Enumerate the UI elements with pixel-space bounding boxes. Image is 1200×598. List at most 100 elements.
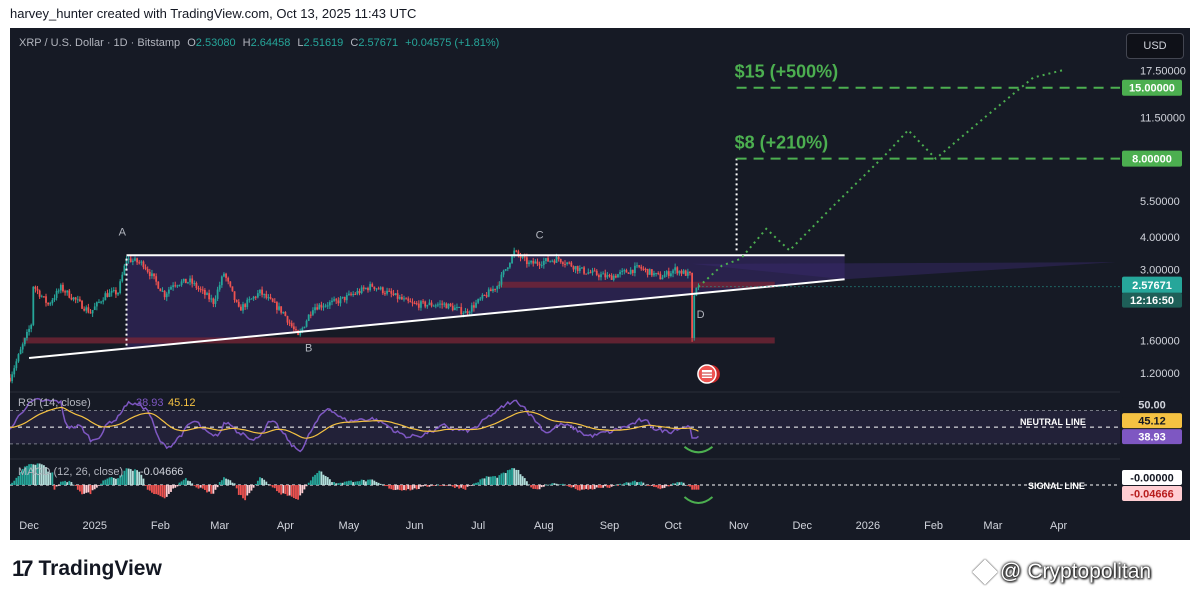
macd-histogram-bar <box>167 485 170 494</box>
time-tick-label: Sep <box>600 520 620 532</box>
candle-body <box>32 286 35 325</box>
candle-body <box>178 284 181 286</box>
macd-histogram-bar <box>354 481 357 485</box>
macd-histogram-bar <box>447 485 450 486</box>
candles <box>10 247 700 384</box>
candle-body <box>210 298 213 300</box>
candle-body <box>223 273 225 277</box>
candle-body <box>170 286 172 290</box>
candle-body <box>117 293 119 295</box>
macd-value-tag-box <box>1122 486 1182 501</box>
candle-body <box>530 260 533 263</box>
macd-histogram-bar <box>170 485 172 492</box>
macd-histogram-bar <box>348 480 350 485</box>
macd-histogram-bar <box>585 485 588 489</box>
rsi-value-tag-box <box>1122 429 1182 445</box>
macd-histogram-bar <box>280 485 283 495</box>
candle-body <box>17 354 20 362</box>
candle-body <box>693 295 696 338</box>
candle-body <box>405 298 408 300</box>
macd-histogram-bar <box>481 478 484 485</box>
candle-body <box>159 288 162 292</box>
macd-histogram-bar <box>322 474 325 485</box>
rsi-title: RSI (14, close) <box>18 397 91 409</box>
candle-body <box>286 316 289 323</box>
pattern-point-label: B <box>305 343 312 355</box>
candle-body <box>231 286 234 292</box>
candle-body <box>309 314 312 316</box>
candle-body <box>413 303 416 305</box>
candle-body <box>174 285 177 287</box>
candle-body <box>447 303 450 309</box>
macd-histogram-bar <box>225 478 227 485</box>
candle-body <box>602 273 605 275</box>
macd-histogram-bar <box>398 485 401 491</box>
macd-histogram-bar <box>134 469 136 485</box>
candle-body <box>593 270 596 272</box>
candle-body <box>320 304 323 308</box>
rsi-level-tag-text: 50.00 <box>1138 400 1166 412</box>
candle-body <box>394 293 397 295</box>
time-axis: Dec 2025 Feb Mar Apr May Jun Jul Aug Sep Oct Nov Dec… <box>19 520 1067 532</box>
candle-body <box>350 293 352 295</box>
candle-body <box>648 269 651 275</box>
candle-body <box>445 303 448 309</box>
macd-histogram-bar <box>650 485 653 486</box>
candle-body <box>659 273 662 280</box>
macd-histogram-bar <box>174 485 177 488</box>
candle-body <box>100 301 102 303</box>
macd-histogram-bar <box>400 485 403 491</box>
macd-histogram-bar <box>212 485 215 494</box>
macd-histogram-bar <box>98 485 100 486</box>
candle-body <box>303 326 306 329</box>
candle-body <box>189 278 191 283</box>
macd-histogram-bar <box>534 485 537 489</box>
macd-histogram-bar <box>254 483 257 485</box>
macd-histogram-bar <box>15 477 18 485</box>
candle-body <box>208 293 211 300</box>
currency-button[interactable]: USD <box>1126 33 1184 59</box>
pattern-point-label: C <box>536 229 544 241</box>
macd-histogram-bar <box>521 476 524 485</box>
candle-body <box>218 285 221 290</box>
candle-body <box>53 297 56 301</box>
candle-body <box>10 377 11 382</box>
macd-histogram-bar <box>405 485 408 491</box>
candle-body <box>676 267 679 274</box>
macd-histogram-bar <box>494 476 496 485</box>
macd-histogram-bar <box>288 485 291 496</box>
candle-body <box>528 262 530 265</box>
chart-frame[interactable]: 17.50000 11.50000 5.50000 4.00000 3.00000 1.6… <box>10 28 1190 540</box>
candle-body <box>665 271 668 275</box>
macd-histogram-bar <box>388 485 391 489</box>
candle-body <box>81 300 83 309</box>
macd-histogram-bar <box>28 464 30 485</box>
macd-histogram-bar <box>667 485 670 487</box>
candle-body <box>239 306 242 311</box>
macd-histogram-bar <box>316 473 319 485</box>
candle-body <box>513 250 516 256</box>
macd-histogram-bar <box>49 472 52 485</box>
macd-histogram-bar <box>542 485 545 487</box>
candle-body <box>193 283 196 285</box>
macd-histogram-bar <box>292 485 295 499</box>
candle-body <box>638 265 641 267</box>
candle-body <box>371 284 374 287</box>
macd-histogram-bar <box>570 485 573 488</box>
candle-body <box>377 288 380 290</box>
macd-histogram-bar <box>299 485 302 496</box>
macd-histogram-bar <box>66 482 69 485</box>
macd-histogram-bar <box>165 485 168 497</box>
watermark-at: @ <box>1000 560 1022 583</box>
price-chart[interactable]: 17.50000 11.50000 5.50000 4.00000 3.00000 1.6… <box>10 28 1190 540</box>
price-tick-label: 4.00000 <box>1140 232 1180 244</box>
candle-body <box>464 311 467 314</box>
macd-histogram-bar <box>657 485 660 489</box>
candle-body <box>13 368 16 375</box>
candle-body <box>280 306 283 313</box>
candle-body <box>492 288 494 292</box>
macd-histogram-bar <box>172 485 175 489</box>
candle-body <box>564 263 566 265</box>
candle-body <box>547 258 549 262</box>
macd-histogram-bar <box>458 485 460 489</box>
